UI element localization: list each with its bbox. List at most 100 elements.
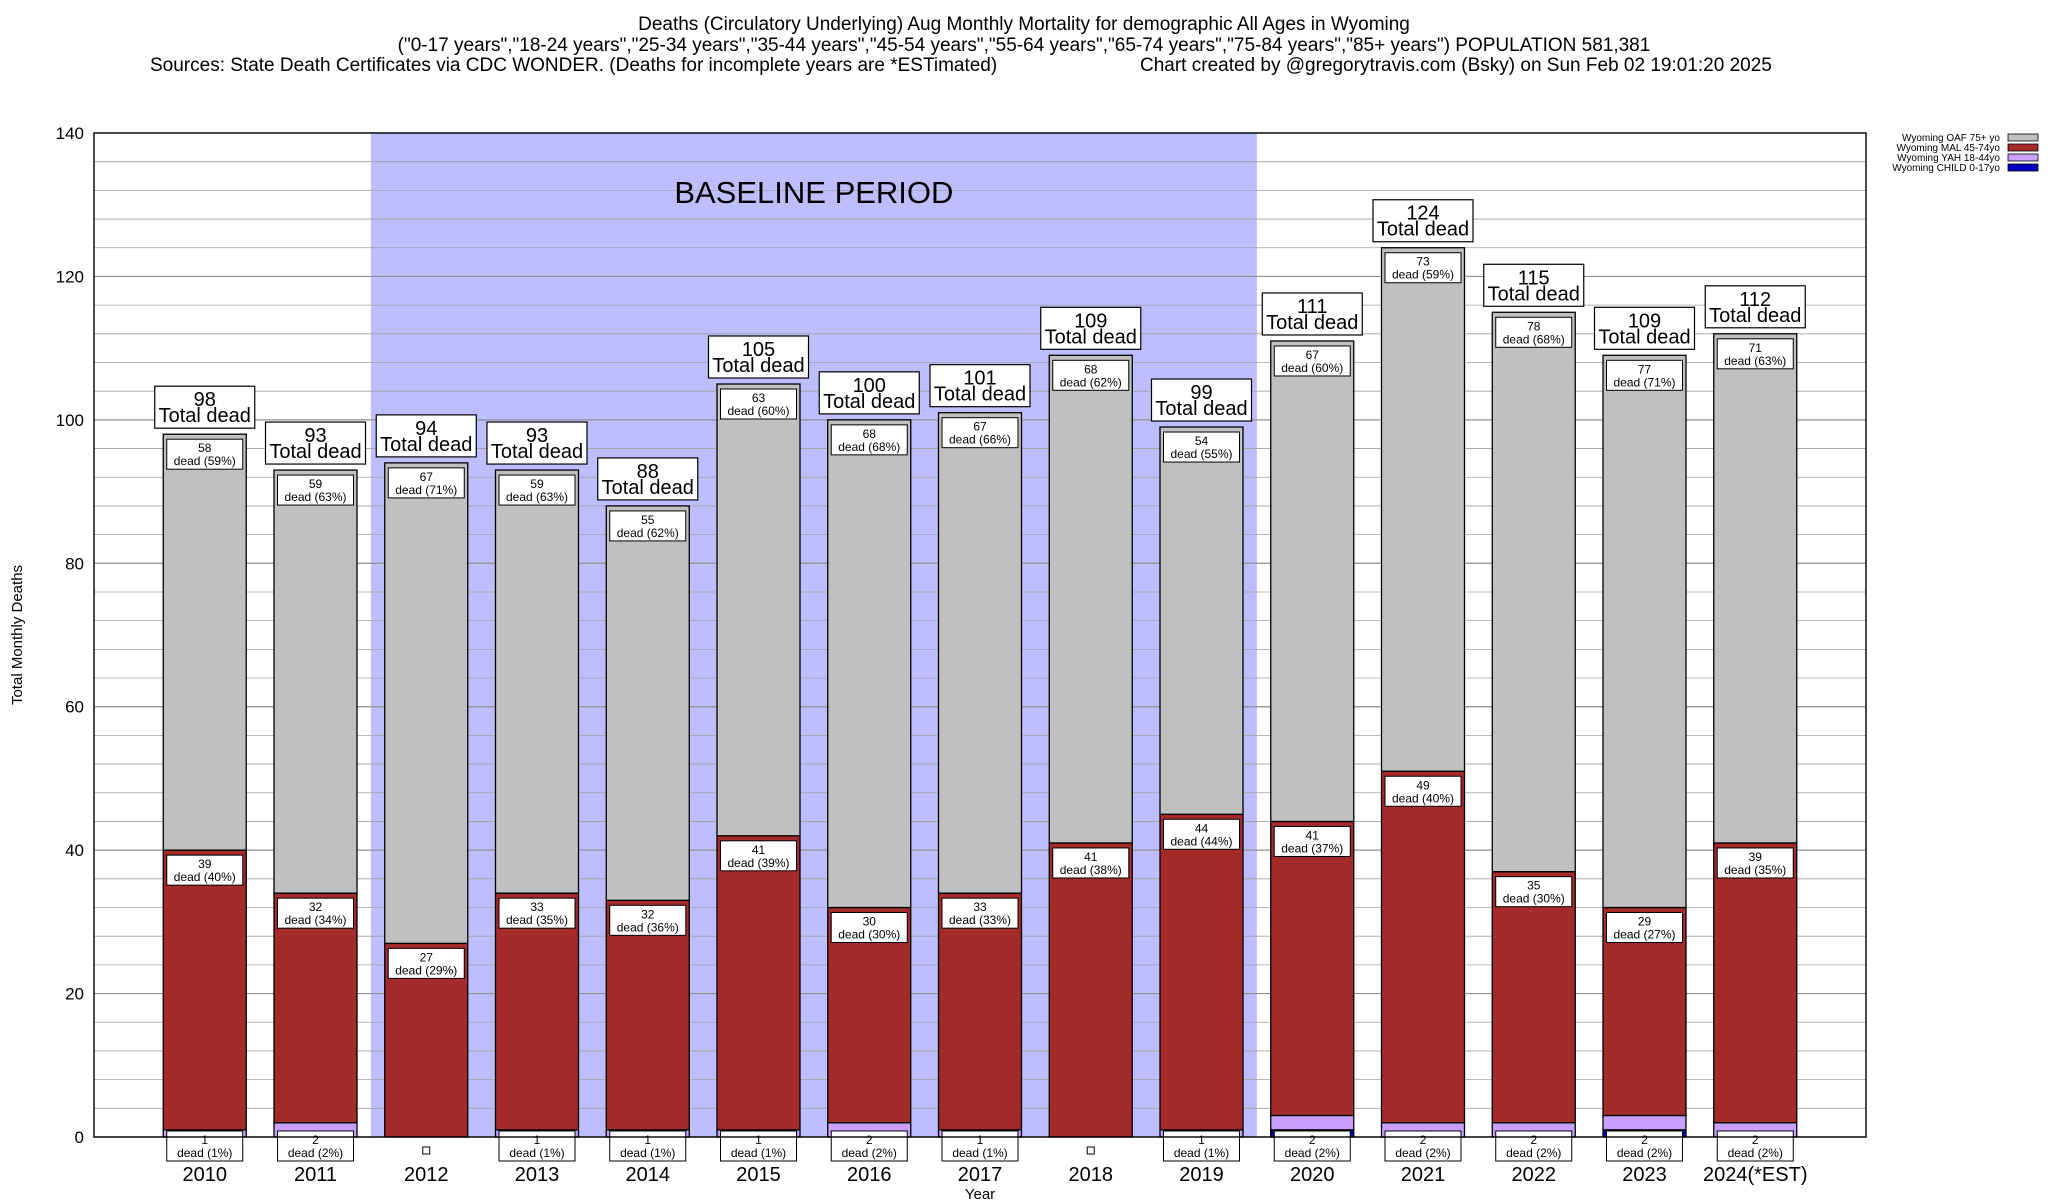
segment-label-box [1384, 1130, 1462, 1162]
total-label-box [597, 457, 699, 501]
segment-label-box [277, 1130, 354, 1162]
total-caption-label: Total dead [823, 391, 915, 413]
segment-label-box [1495, 316, 1573, 348]
bar-segment [1270, 820, 1355, 1117]
total-caption-label: Total dead [269, 441, 361, 463]
segment-percent-label: dead (63%) [284, 490, 346, 504]
x-tick-label: 2018 [1069, 1164, 1114, 1186]
segment-value-label: 39 [1749, 850, 1763, 864]
total-label-box [818, 371, 920, 415]
legend-swatch [2007, 163, 2039, 172]
total-label-box [1372, 199, 1474, 243]
segment-value-label: 78 [1527, 319, 1541, 333]
segment-percent-label: dead (40%) [174, 870, 236, 884]
total-value-label: 111 [1297, 296, 1327, 318]
segment-percent-label: dead (2%) [288, 1146, 343, 1160]
segment-value-label: 67 [1306, 348, 1320, 362]
segment-label-box [1716, 338, 1794, 370]
segment-value-label: 41 [1306, 828, 1320, 842]
x-tick-label: 2012 [404, 1164, 449, 1186]
segment-value-label: 63 [752, 391, 766, 405]
segment-label-box [609, 510, 687, 542]
bar-segment [1380, 247, 1466, 772]
segment-value-label: 2 [1309, 1133, 1316, 1147]
segment-value-label: 55 [641, 513, 655, 527]
segment-percent-label: dead (68%) [838, 440, 900, 454]
total-caption-label: Total dead [380, 434, 472, 456]
total-caption-label: Total dead [491, 441, 583, 463]
segment-percent-label: dead (37%) [1281, 841, 1343, 855]
bar-segment [716, 835, 801, 1131]
segment-value-label: 59 [309, 477, 323, 491]
segment-percent-label: dead (40%) [1392, 791, 1454, 805]
bar-segment [1713, 333, 1798, 844]
segment-percent-label: dead (55%) [1170, 447, 1232, 461]
segment-percent-label: dead (1%) [620, 1146, 675, 1160]
segment-percent-label: dead (1%) [731, 1146, 786, 1160]
segment-value-label: 1 [201, 1133, 208, 1147]
x-tick-label: 2010 [183, 1164, 228, 1186]
segment-percent-label: dead (59%) [174, 454, 236, 468]
empty-marker [1086, 1146, 1095, 1155]
segment-percent-label: dead (39%) [727, 856, 789, 870]
baseline-label: BASELINE PERIOD [674, 175, 953, 210]
segment-value-label: 1 [534, 1133, 541, 1147]
total-value-label: 124 [1406, 203, 1439, 225]
segment-percent-label: dead (34%) [284, 913, 346, 927]
bar-segment [1602, 1114, 1687, 1131]
segment-value-label: 29 [1638, 915, 1652, 929]
segment-value-label: 1 [644, 1133, 651, 1147]
total-label-box [264, 421, 367, 465]
segment-value-label: 32 [641, 907, 655, 921]
bar-segment [494, 469, 580, 894]
segment-label-box [1716, 1130, 1794, 1162]
chart-credit: Chart created by @gregorytravis.com (Bsk… [1140, 55, 1772, 76]
segment-value-label: 32 [309, 900, 323, 914]
segment-value-label: 1 [977, 1133, 984, 1147]
segment-label-box [1163, 431, 1240, 463]
segment-label-box [830, 424, 908, 456]
segment-label-box [830, 912, 908, 944]
segment-value-label: 30 [863, 915, 877, 929]
segment-label-box [498, 897, 576, 929]
segment-value-label: 68 [863, 427, 877, 441]
segment-percent-label: dead (71%) [395, 483, 457, 497]
total-label-box [154, 385, 256, 429]
bar-segment [1491, 311, 1576, 873]
segment-value-label: 1 [1198, 1133, 1205, 1147]
x-tick-label: 2023 [1622, 1164, 1667, 1186]
bar-segment [494, 892, 580, 1131]
segment-value-label: 59 [530, 477, 544, 491]
y-tick-label: 0 [75, 1128, 84, 1147]
total-value-label: 99 [1190, 382, 1212, 404]
segment-value-label: 54 [1195, 434, 1209, 448]
bar-segment [1048, 354, 1133, 844]
total-label-box [707, 335, 810, 379]
segment-value-label: 35 [1527, 879, 1541, 893]
segment-percent-label: dead (66%) [949, 433, 1011, 447]
total-label-box [486, 421, 588, 465]
segment-label-box [498, 474, 576, 506]
y-tick-label: 80 [65, 554, 84, 573]
bar-segment [1491, 871, 1576, 1124]
segment-label-box [1052, 847, 1130, 879]
total-caption-label: Total dead [602, 477, 694, 499]
segment-percent-label: dead (63%) [1724, 354, 1786, 368]
segment-label-box [720, 388, 797, 420]
total-value-label: 88 [637, 461, 659, 483]
segment-value-label: 2 [1752, 1133, 1759, 1147]
total-label-box [1593, 306, 1696, 350]
segment-label-box [277, 474, 354, 506]
legend-swatch [2007, 133, 2039, 142]
segment-value-label: 33 [530, 900, 544, 914]
segment-label-box [830, 1130, 908, 1162]
segment-percent-label: dead (2%) [1395, 1146, 1450, 1160]
bar-segment [162, 849, 247, 1131]
total-value-label: 93 [526, 425, 548, 447]
x-tick-label: 2021 [1401, 1164, 1446, 1186]
total-value-label: 109 [1074, 310, 1107, 332]
segment-value-label: 39 [198, 857, 212, 871]
y-tick-label: 60 [65, 698, 84, 717]
segment-percent-label: dead (36%) [617, 920, 679, 934]
